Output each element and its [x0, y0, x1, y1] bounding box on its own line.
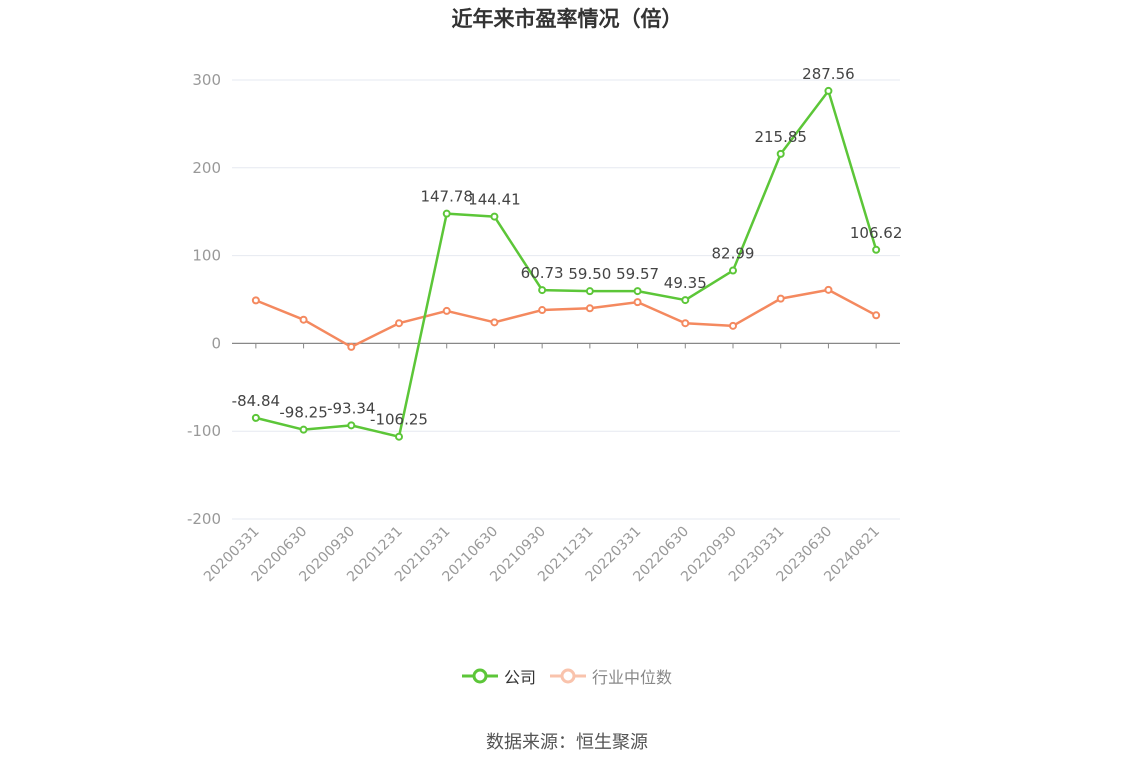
- legend-item-company[interactable]: 公司: [461, 664, 536, 688]
- data-point: [824, 285, 833, 294]
- chart-legend: 公司 行业中位数: [0, 664, 1134, 688]
- data-label: 147.78: [420, 188, 473, 206]
- y-tick-label: 0: [211, 334, 221, 352]
- series-line-1: [255, 288, 877, 349]
- legend-label-industry-median: 行业中位数: [592, 668, 673, 687]
- data-label: 60.73: [521, 264, 564, 282]
- series-line-0: [255, 89, 878, 438]
- data-point: [251, 413, 260, 422]
- data-label: 82.99: [712, 245, 755, 263]
- legend-industry-marker-icon: [550, 668, 586, 684]
- data-point: [490, 318, 499, 327]
- data-point: [299, 425, 308, 434]
- data-point: [729, 321, 737, 330]
- chart-title: 近年来市盈率情况（倍）: [451, 7, 683, 31]
- data-point: [681, 296, 690, 305]
- data-label: 287.56: [802, 65, 855, 83]
- data-point: [442, 209, 451, 218]
- y-tick-label: -100: [187, 422, 221, 440]
- data-label: 106.62: [850, 224, 903, 242]
- data-point: [681, 319, 690, 328]
- data-point: [395, 432, 403, 441]
- legend-item-industry-median[interactable]: 行业中位数: [550, 664, 672, 688]
- y-tick-label: 300: [192, 71, 221, 89]
- data-point: [824, 86, 833, 95]
- data-label: -98.25: [279, 404, 327, 422]
- data-label: -84.84: [232, 392, 280, 410]
- data-source-note: 数据来源：恒生聚源: [486, 732, 648, 753]
- y-tick-label: -200: [187, 510, 221, 528]
- data-point: [347, 421, 356, 430]
- data-label: 215.85: [754, 128, 807, 146]
- data-label: 49.35: [664, 274, 707, 292]
- data-label: -93.34: [327, 399, 375, 417]
- data-point: [538, 286, 547, 295]
- data-point: [585, 287, 594, 296]
- data-point: [776, 149, 785, 158]
- data-point: [395, 319, 403, 328]
- legend-company-marker-icon: [461, 668, 498, 684]
- data-point: [633, 298, 642, 307]
- data-point: [776, 294, 785, 303]
- data-point: [347, 342, 356, 351]
- data-point: [299, 315, 308, 324]
- data-point: [442, 306, 451, 315]
- data-point: [490, 212, 499, 221]
- data-point: [729, 266, 737, 275]
- data-point: [872, 311, 881, 320]
- data-label: 59.57: [616, 265, 659, 283]
- data-label: 59.50: [568, 265, 611, 283]
- data-label: 144.41: [468, 191, 521, 209]
- data-point: [872, 245, 881, 254]
- data-point: [633, 287, 642, 296]
- pe-line-chart: -200-10001002003002020033120200630202009…: [187, 65, 903, 585]
- y-tick-label: 100: [192, 247, 221, 265]
- data-point: [251, 296, 260, 305]
- y-tick-label: 200: [192, 159, 221, 177]
- legend-label-company: 公司: [503, 668, 536, 687]
- data-point: [585, 304, 594, 313]
- data-point: [538, 306, 547, 315]
- data-label: -106.25: [370, 411, 428, 429]
